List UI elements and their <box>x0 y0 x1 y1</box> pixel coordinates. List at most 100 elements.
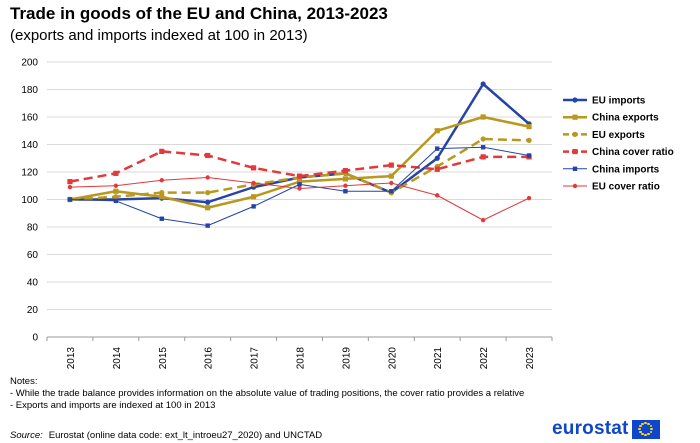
source-label: Source: <box>10 430 43 441</box>
eurostat-logo: eurostat <box>552 418 660 440</box>
data-point-china-cover-ratio <box>113 170 119 176</box>
data-point-china-cover-ratio <box>388 162 394 168</box>
data-point-eu-cover-ratio <box>251 180 256 186</box>
eu-flag-icon <box>631 419 660 439</box>
data-point-eu-exports <box>480 136 486 142</box>
y-tick-label: 140 <box>21 140 38 151</box>
data-point-eu-cover-ratio <box>343 183 348 188</box>
y-tick-label: 0 <box>32 333 38 344</box>
data-point-china-exports <box>205 205 211 211</box>
data-point-eu-cover-ratio <box>480 217 486 223</box>
legend-marker-china-cover-ratio <box>572 149 578 155</box>
x-tick-label: 2021 <box>433 347 444 370</box>
data-point-china-exports <box>342 176 349 182</box>
flag-star-icon <box>638 427 641 431</box>
y-tick-label: 120 <box>21 168 38 179</box>
data-point-eu-cover-ratio <box>159 178 164 183</box>
flag-star-icon <box>644 433 647 437</box>
data-point-china-imports <box>389 189 394 194</box>
chart-title: Trade in goods of the EU and China, 2013… <box>10 4 388 23</box>
x-tick-label: 2014 <box>112 347 123 370</box>
notes-heading: Notes: <box>10 376 38 387</box>
data-point-eu-cover-ratio <box>205 175 210 180</box>
data-point-china-cover-ratio <box>250 165 257 171</box>
legend-marker-china-imports <box>572 166 578 171</box>
data-point-eu-exports <box>526 137 532 143</box>
flag-star-icon <box>649 424 652 428</box>
source-text: Eurostat (online data code: ext_lt_intro… <box>48 430 323 441</box>
data-point-china-exports <box>159 194 165 200</box>
data-point-eu-exports <box>113 194 119 200</box>
data-point-china-imports <box>205 223 210 228</box>
chart-subtitle: (exports and imports indexed at 100 in 2… <box>10 27 308 44</box>
x-tick-label: 2019 <box>341 347 352 370</box>
data-point-china-cover-ratio <box>480 154 486 160</box>
data-point-china-exports <box>296 179 303 185</box>
y-tick-label: 60 <box>27 250 39 261</box>
data-point-china-imports <box>297 182 302 187</box>
y-tick-label: 200 <box>21 58 38 69</box>
flag-star-icon <box>649 430 652 434</box>
flag-star-icon <box>650 427 653 431</box>
x-tick-label: 2017 <box>250 347 261 370</box>
data-point-china-exports <box>388 173 394 179</box>
notes-line-2: - Exports and imports are indexed at 100… <box>10 400 216 411</box>
data-point-eu-cover-ratio <box>297 186 302 191</box>
notes-line-1: - While the trade balance provides infor… <box>10 388 525 399</box>
y-tick-label: 180 <box>21 85 38 96</box>
source-line: Source: Eurostat (online data code: ext_l… <box>10 430 322 441</box>
y-tick-label: 100 <box>21 195 38 206</box>
logo-text: eurostat <box>552 418 629 439</box>
data-point-eu-imports <box>480 81 486 87</box>
x-tick-label: 2016 <box>204 347 215 370</box>
flag-star-icon <box>644 421 647 425</box>
data-point-china-exports <box>434 128 440 134</box>
y-tick-label: 80 <box>27 223 39 234</box>
flag-star-icon <box>641 422 644 426</box>
data-point-china-imports <box>159 216 164 221</box>
legend-label-china-imports: China imports <box>592 164 660 175</box>
legend-marker-eu-imports <box>572 97 578 103</box>
legend-label-eu-imports: EU imports <box>592 96 646 107</box>
data-point-china-cover-ratio <box>296 173 303 179</box>
y-tick-label: 40 <box>27 278 39 289</box>
data-point-china-imports <box>526 153 532 158</box>
flag-star-icon <box>641 432 644 436</box>
y-tick-label: 160 <box>21 113 38 124</box>
legend-marker-china-exports <box>572 114 578 120</box>
legend-label-eu-cover-ratio: EU cover ratio <box>592 182 660 193</box>
legend-label-china-cover-ratio: China cover ratio <box>592 147 674 158</box>
data-point-china-cover-ratio <box>434 166 440 172</box>
flag-star-icon <box>647 422 650 426</box>
x-tick-label: 2023 <box>525 347 536 370</box>
series-line-china-cover-ratio <box>69 150 530 183</box>
data-point-china-imports <box>480 145 486 150</box>
data-point-china-imports <box>251 204 256 209</box>
data-point-eu-cover-ratio <box>389 180 394 186</box>
line-chart: 0 20 40 60 80 100 120 140 160 180 200 2013 2014 2015 2… <box>21 58 674 370</box>
legend-marker-eu-exports <box>572 131 578 137</box>
x-tick-label: 2020 <box>387 347 398 370</box>
data-point-china-exports <box>480 114 486 120</box>
x-tick-label: 2018 <box>296 347 307 370</box>
legend-marker-eu-cover-ratio <box>572 183 578 189</box>
data-point-china-cover-ratio <box>205 152 211 159</box>
data-point-eu-cover-ratio <box>435 193 440 198</box>
x-tick-label: 2022 <box>479 347 490 370</box>
data-point-eu-imports <box>434 155 440 161</box>
data-point-china-cover-ratio <box>67 179 73 185</box>
legend-label-china-exports: China exports <box>592 113 659 124</box>
flag-star-icon <box>639 430 642 434</box>
x-tick-label: 2013 <box>66 347 77 370</box>
data-point-china-exports <box>113 188 119 194</box>
data-point-eu-exports <box>205 190 211 196</box>
data-point-china-imports <box>113 198 119 204</box>
data-point-eu-exports <box>159 190 165 196</box>
data-point-china-cover-ratio <box>159 148 165 154</box>
y-tick-label: 20 <box>27 305 39 316</box>
data-point-china-cover-ratio <box>342 168 349 174</box>
data-point-china-imports <box>343 189 348 194</box>
data-point-china-exports <box>250 194 257 200</box>
data-point-eu-cover-ratio <box>67 184 73 190</box>
data-point-eu-cover-ratio <box>113 183 119 188</box>
